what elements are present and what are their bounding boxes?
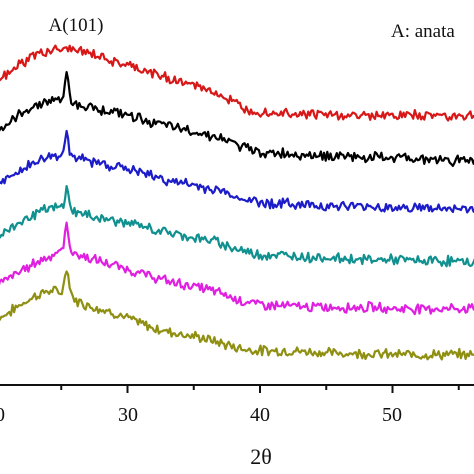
xrd-series-line (0, 71, 474, 167)
xrd-series-line (0, 44, 474, 122)
xrd-series-line (0, 185, 474, 268)
plot-lines (0, 44, 474, 361)
xrd-series-line (0, 221, 474, 316)
peak-annotation: A(101) (49, 15, 104, 36)
x-tick-label-40: 40 (250, 404, 270, 426)
xrd-series-line (0, 129, 474, 214)
phase-legend-text: A: anata (391, 21, 455, 42)
xrd-series-line (0, 270, 474, 361)
x-tick-label-20: 20 (0, 404, 5, 426)
x-axis-title: 2θ (250, 444, 272, 469)
x-tick-label-50: 50 (382, 404, 402, 426)
x-axis-ticks (60, 385, 460, 393)
x-tick-label-30: 30 (118, 404, 138, 426)
